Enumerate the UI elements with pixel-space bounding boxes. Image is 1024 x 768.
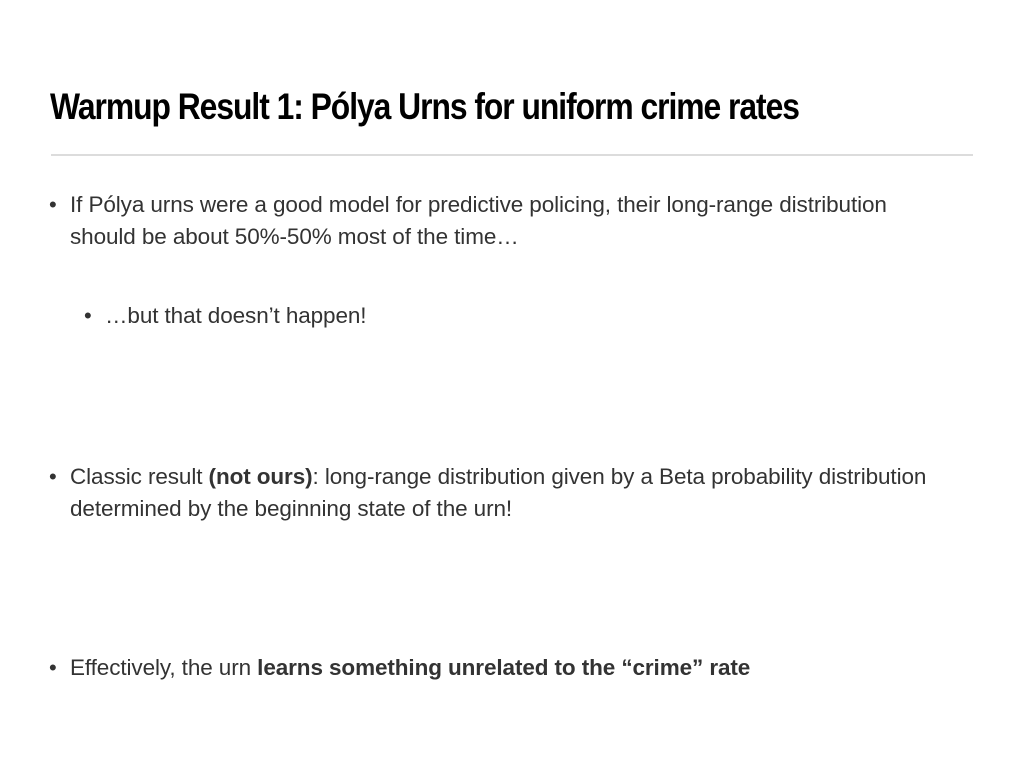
sub-bullet-doesnt-happen: • …but that doesn’t happen! [84,300,945,332]
bullet-dot: • [49,192,57,217]
bullet-text-end: : long-range distribution given by a Bet… [70,464,927,521]
slide-title: Warmup Result 1: Pólya Urns for uniform … [50,86,800,127]
bullet-dot: • [84,303,92,328]
bullet-text: …but that doesn’t happen! [105,303,367,328]
bullet-text-bold: (not ours) [208,464,313,489]
bullet-polya-model: • If Pólya urns were a good model for pr… [49,189,950,253]
bullet-text: If Pólya urns were a good model for pred… [70,192,887,249]
bullet-text-start: Classic result [70,464,209,489]
bullet-dot: • [49,655,57,680]
title-divider [51,154,973,156]
bullet-effectively: • Effectively, the urn learns something … [49,652,970,684]
bullet-dot: • [49,464,57,489]
bullet-text-bold: learns something unrelated to the “crime… [257,655,751,680]
bullet-classic-result: • Classic result (not ours): long-range … [49,461,950,525]
bullet-text-start: Effectively, the urn [70,655,258,680]
